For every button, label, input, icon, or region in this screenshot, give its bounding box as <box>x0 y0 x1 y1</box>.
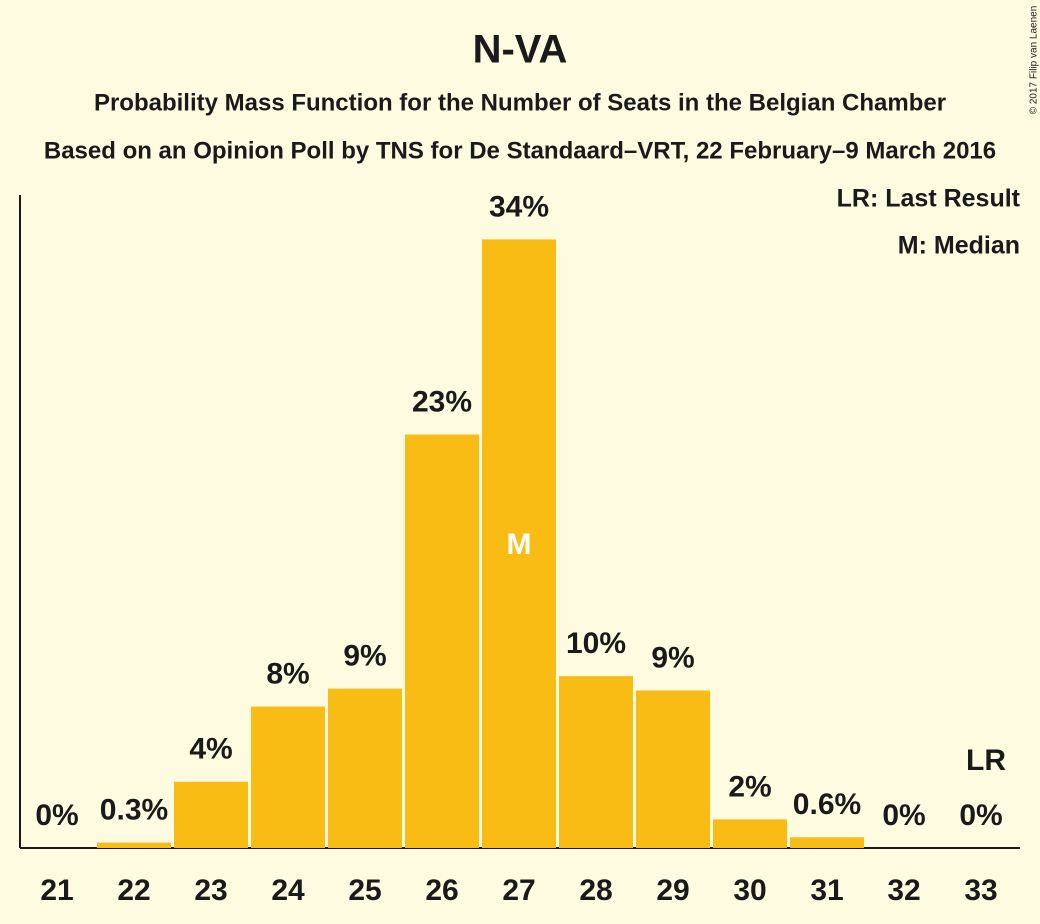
bar <box>559 676 633 848</box>
bar <box>636 690 710 848</box>
chart-title: N-VA <box>473 28 568 72</box>
bar <box>405 434 479 848</box>
data-label: 9% <box>343 640 386 673</box>
x-tick-label: 32 <box>887 874 920 907</box>
chart-subtitle: Probability Mass Function for the Number… <box>94 89 946 116</box>
x-tick-label: 27 <box>502 874 535 907</box>
x-tick-label: 26 <box>425 874 458 907</box>
data-label: 10% <box>566 627 626 660</box>
last-result-marker: LR <box>966 744 1006 777</box>
copyright: © 2017 Filip van Laenen <box>1029 6 1040 115</box>
legend-entry: LR: Last Result <box>837 185 1021 213</box>
bar <box>482 239 556 848</box>
data-label: 0% <box>882 799 925 832</box>
data-label: 9% <box>651 641 694 674</box>
data-label: 8% <box>266 658 309 691</box>
chart-subtitle: Based on an Opinion Poll by TNS for De S… <box>44 137 996 164</box>
x-tick-label: 25 <box>348 874 381 907</box>
bar <box>174 781 248 848</box>
data-label: 0% <box>959 799 1002 832</box>
x-tick-label: 31 <box>810 874 843 907</box>
x-tick-label: 28 <box>579 874 612 907</box>
data-label: 2% <box>728 770 771 803</box>
x-tick-label: 21 <box>40 874 73 907</box>
data-label: 0% <box>35 799 78 832</box>
x-tick-label: 29 <box>656 874 689 907</box>
bar <box>790 837 864 848</box>
data-label: 34% <box>489 190 549 223</box>
bar <box>328 688 402 848</box>
bar <box>713 819 787 848</box>
data-label: 23% <box>412 385 472 418</box>
data-label: 0.6% <box>793 788 861 821</box>
x-tick-label: 22 <box>117 874 150 907</box>
x-tick-label: 23 <box>194 874 227 907</box>
median-marker: M <box>507 528 532 561</box>
x-tick-label: 33 <box>964 874 997 907</box>
bar <box>251 706 325 848</box>
x-tick-label: 24 <box>271 874 305 907</box>
bar <box>97 842 171 848</box>
data-label: 0.3% <box>100 794 168 827</box>
data-label: 4% <box>189 733 232 766</box>
legend-entry: M: Median <box>898 232 1020 260</box>
x-tick-label: 30 <box>733 874 766 907</box>
